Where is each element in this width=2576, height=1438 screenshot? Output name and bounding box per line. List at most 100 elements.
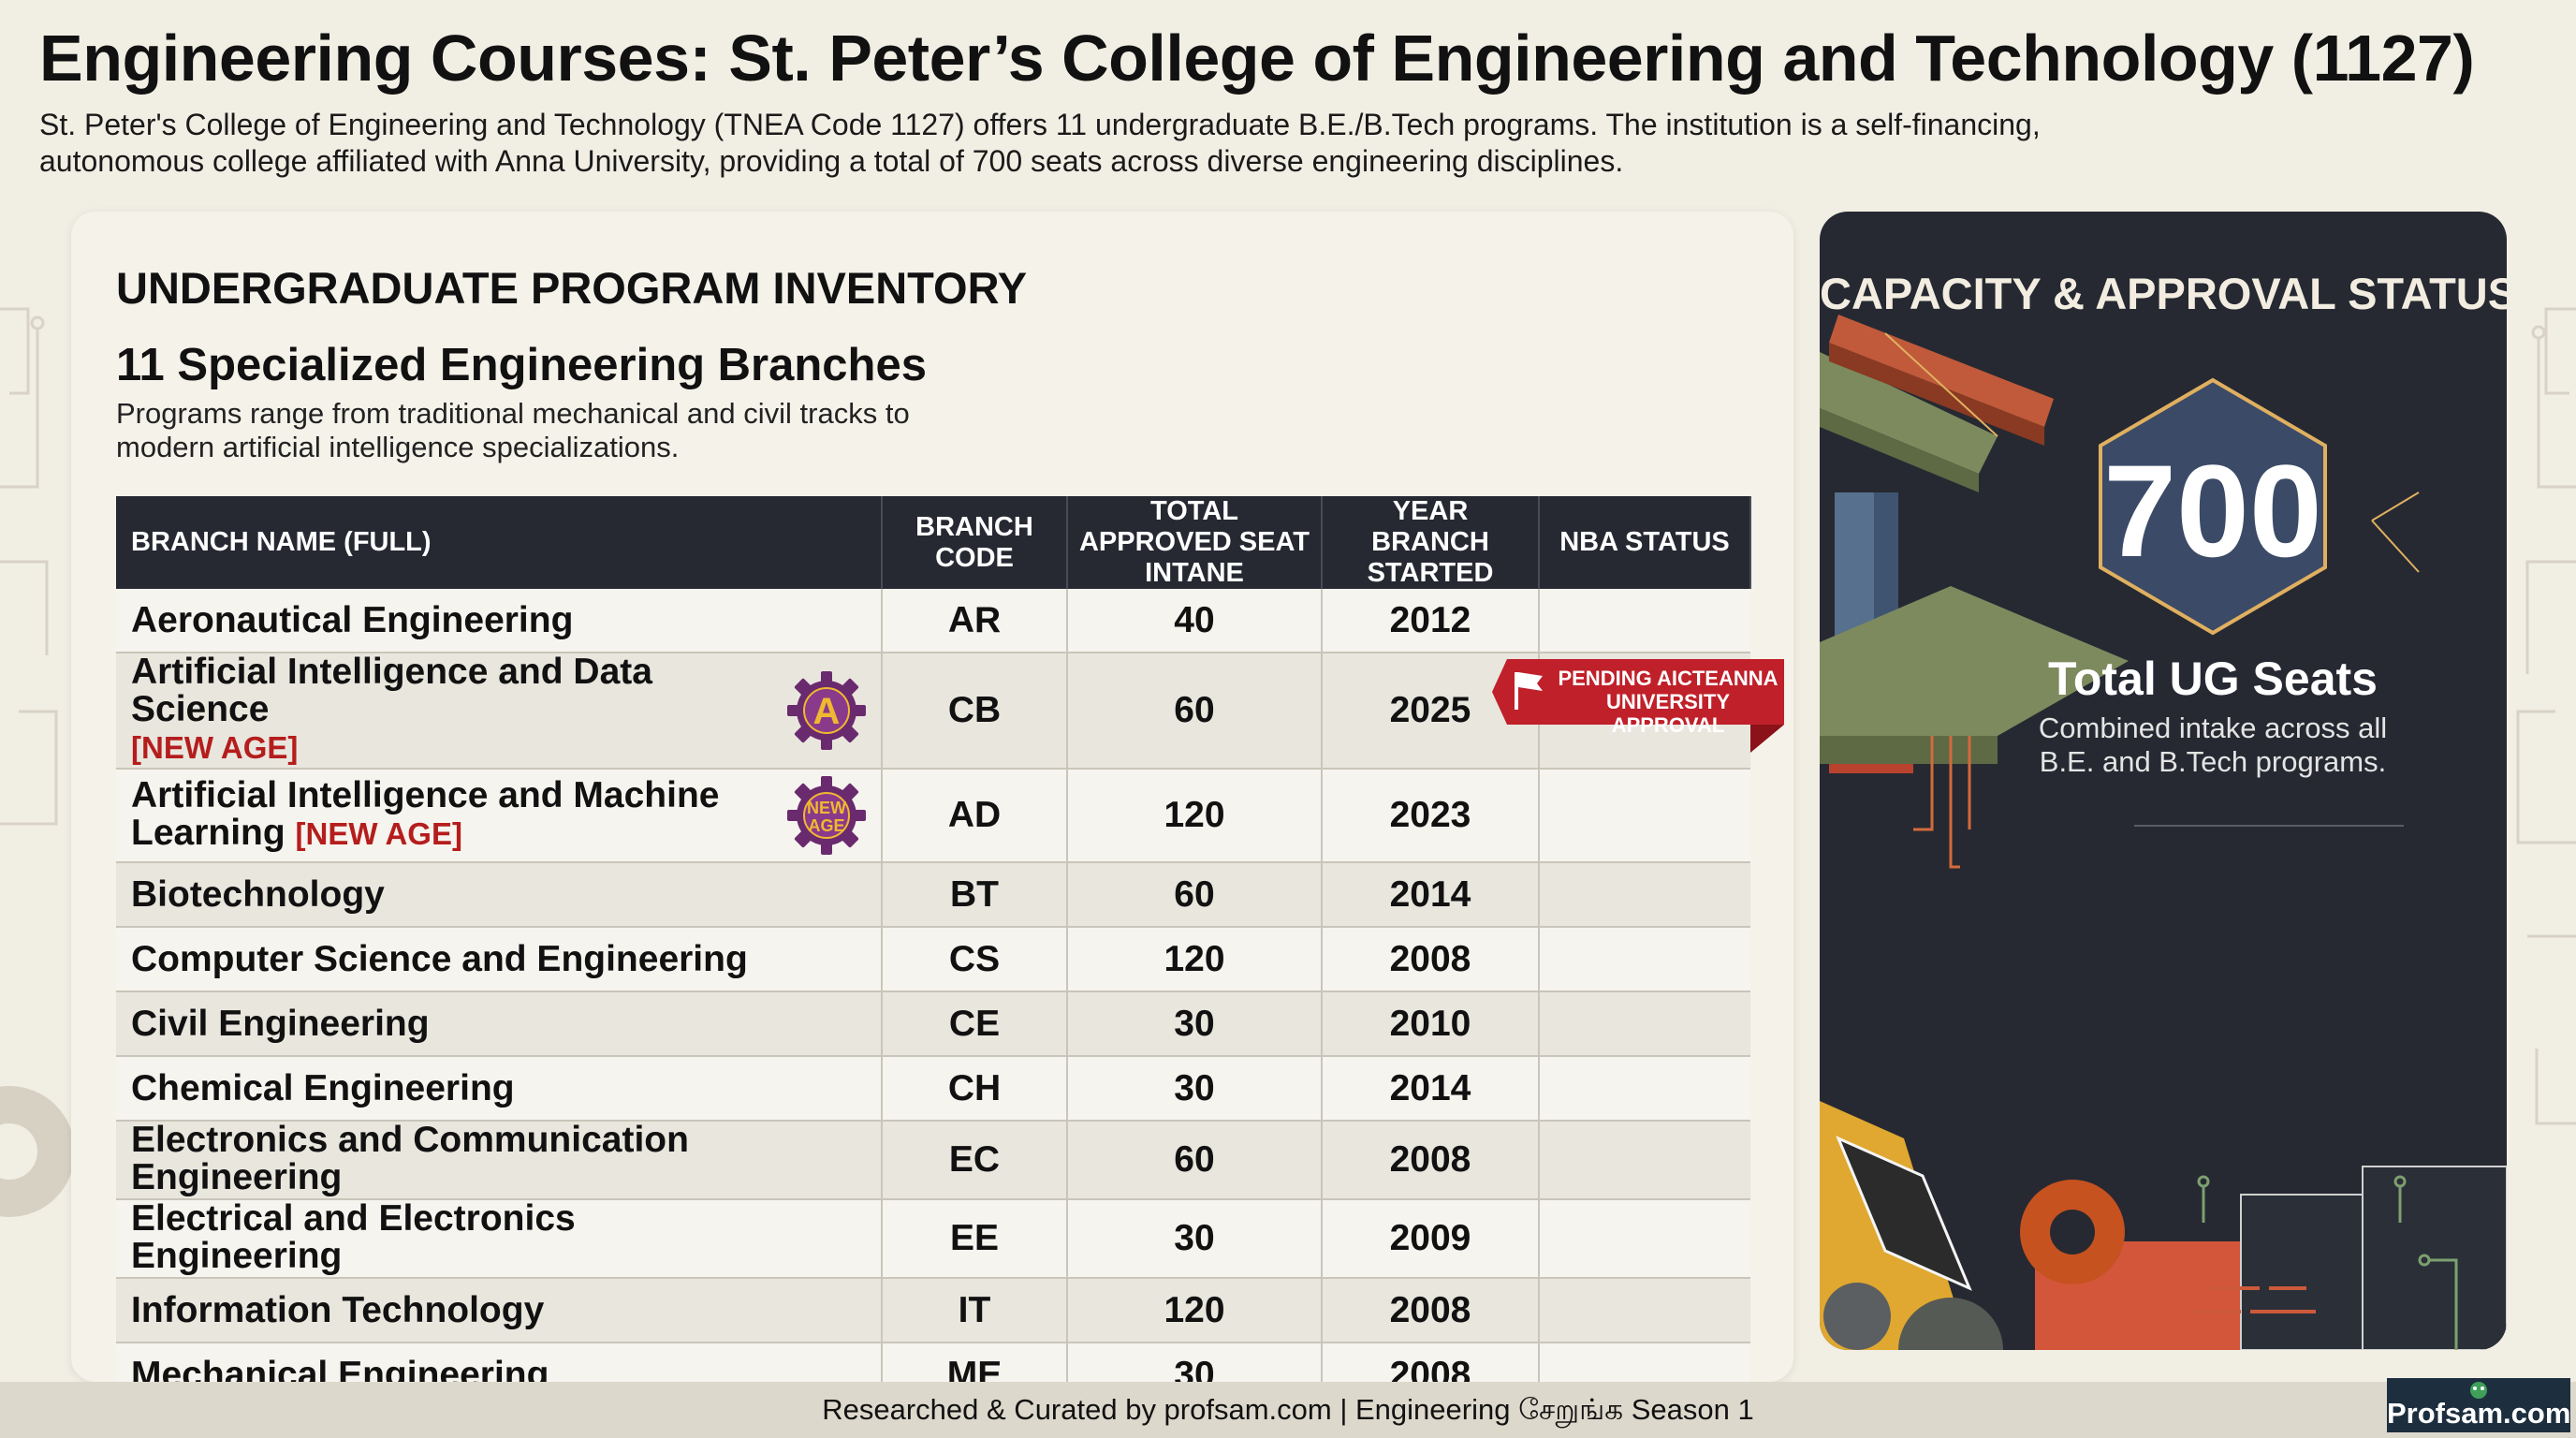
table-row: Civil Engineering CE 30 2010 [116,991,1750,1057]
year-started: 2012 [1322,589,1540,653]
nba-status [1539,1278,1750,1343]
branch-name-label: Artificial Intelligence and Data Science [131,652,652,729]
branch-code: CS [882,927,1068,992]
table-header-row: BRANCH NAME (FULL) BRANCH CODE TOTAL APP… [116,496,1751,589]
branch-code: AD [882,769,1068,863]
branch-name-text: Biotechnology [131,873,385,915]
badge-text-line1: NEW [807,799,846,817]
nba-status [1539,1121,1750,1200]
nba-status [1539,862,1750,928]
nba-status [1539,589,1750,653]
seat-intake: 120 [1067,927,1323,992]
year-started: 2008 [1322,927,1540,992]
branch-name: Electrical and Electronics Engineering [116,1198,883,1279]
table-row: Electrical and Electronics Engineering E… [116,1198,1750,1279]
badge-text-line2: AGE [808,816,844,835]
branch-code: CE [882,991,1068,1057]
new-age-tag: [NEW AGE] [131,730,299,765]
page-title: Engineering Courses: St. Peter’s College… [39,22,2475,95]
brand-logo-box: Profsam.com [2387,1378,2570,1432]
branch-code: EC [882,1121,1068,1200]
year-started: 2009 [1322,1199,1540,1279]
branch-name-text: Artificial Intelligence and Machine Lear… [131,777,768,853]
branch-name: Artificial Intelligence and Data Science… [116,653,883,770]
capacity-panel: CAPACITY & APPROVAL STATUS 700 Total UG … [1820,212,2507,1350]
seat-intake: 30 [1067,991,1323,1057]
flag-icon [1515,672,1543,710]
seat-intake: 30 [1067,1056,1323,1122]
seat-intake: 30 [1067,1199,1323,1279]
column-header-year: YEAR BRANCH STARTED [1322,496,1540,589]
branch-code: CB [882,653,1068,770]
branch-name: Civil Engineering [116,991,883,1057]
branch-name: Biotechnology [116,862,883,928]
branch-name-text: Artificial Intelligence and Data Science… [131,653,768,767]
table-row: Computer Science and Engineering CS 120 … [116,927,1750,992]
branch-name: Electronics and Communication Engineerin… [116,1120,883,1200]
inventory-subheading: 11 Specialized Engineering Branches [116,340,927,390]
branch-name-text: Electronics and Communication Engineerin… [131,1120,689,1197]
branch-code: IT [882,1278,1068,1343]
nba-status [1539,1056,1750,1122]
new-age-gear-badge-icon: NEW AGE [787,776,866,855]
ai-badge-letter: A [813,691,841,732]
year-started: 2014 [1322,1056,1540,1122]
branch-name-text: Information Technology [131,1289,545,1330]
branch-name-label: Artificial Intelligence and Machine Lear… [131,775,720,853]
branch-name-text: Aeronautical Engineering [131,599,574,640]
program-table: BRANCH NAME (FULL) BRANCH CODE TOTAL APP… [116,496,1751,1408]
inventory-section-heading: UNDERGRADUATE PROGRAM INVENTORY [116,263,1028,313]
seat-intake: 120 [1067,769,1323,863]
engineering-illustration [1820,315,2507,1350]
column-header-seats: TOTAL APPROVED SEAT INTANE [1067,496,1323,589]
branch-name: Information Technology [116,1278,883,1343]
seat-intake: 60 [1067,862,1323,928]
table-row: Aeronautical Engineering AR 40 2012 [116,589,1750,653]
branch-name: Artificial Intelligence and Machine Lear… [116,769,883,863]
branch-name: Computer Science and Engineering [116,927,883,992]
new-age-tag: [NEW AGE] [295,816,462,851]
year-started: 2023 [1322,769,1540,863]
nba-status [1539,991,1750,1057]
table-row: Chemical Engineering CH 30 2014 [116,1056,1750,1122]
year-started: 2010 [1322,991,1540,1057]
panel-divider [2134,825,2404,827]
footer-bar [0,1382,2576,1438]
year-started: 2008 [1322,1121,1540,1200]
branch-name: Aeronautical Engineering [116,589,883,653]
capacity-panel-title: CAPACITY & APPROVAL STATUS [1820,269,2507,318]
column-header-branch-code: BRANCH CODE [882,496,1068,589]
table-row: Information Technology IT 120 2008 [116,1278,1750,1343]
branch-code: AR [882,589,1068,653]
branch-name-text: Chemical Engineering [131,1067,515,1108]
total-seats-label: Total UG Seats [2048,653,2378,705]
brand-name: Profsam.com [2387,1397,2571,1430]
branch-name-text: Electrical and Electronics Engineering [131,1198,576,1276]
column-header-nba-status: NBA STATUS [1539,496,1751,589]
branch-code: CH [882,1056,1068,1122]
total-seats-number: 700 [2103,437,2322,584]
total-seats-description: Combined intake across all B.E. and B.Te… [2038,712,2388,778]
table-row: Electronics and Communication Engineerin… [116,1120,1750,1200]
branch-name-text: Civil Engineering [131,1003,430,1044]
seat-intake: 120 [1067,1278,1323,1343]
pending-approval-ribbon [1492,659,1784,753]
year-started: 2014 [1322,862,1540,928]
column-header-branch-name: BRANCH NAME (FULL) [116,496,883,589]
pending-approval-text: PENDING AICTEANNA UNIVERSITY APPROVAL [1558,667,1778,737]
table-row: Artificial Intelligence and Data Science… [116,653,1750,770]
table-row: Biotechnology BT 60 2014 [116,862,1750,928]
branch-code: EE [882,1199,1068,1279]
branch-name-text: Computer Science and Engineering [131,938,748,979]
nba-status [1539,769,1750,863]
brand-mascot-icon [2470,1382,2487,1399]
table-row: Artificial Intelligence and Machine Lear… [116,769,1750,863]
branch-name: Chemical Engineering [116,1056,883,1122]
branch-code: BT [882,862,1068,928]
table-row: Mechanical Engineering ME 30 2008 [116,1343,1750,1408]
seat-intake: 60 [1067,1121,1323,1200]
page-description: St. Peter's College of Engineering and T… [39,108,2041,178]
year-started: 2008 [1322,1278,1540,1343]
footer-credit: Researched & Curated by profsam.com | En… [822,1393,1754,1426]
